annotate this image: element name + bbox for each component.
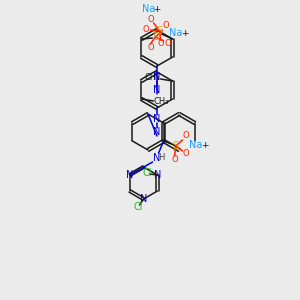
Text: +: + — [201, 140, 208, 149]
Text: O: O — [162, 22, 169, 31]
Text: Na: Na — [189, 140, 202, 150]
Text: S: S — [157, 26, 163, 36]
Text: O: O — [157, 40, 164, 49]
Text: N: N — [153, 72, 161, 82]
Text: O: O — [142, 26, 149, 34]
Text: N: N — [153, 85, 161, 95]
Text: N: N — [153, 127, 161, 137]
Text: S: S — [152, 32, 158, 42]
Text: O: O — [182, 149, 189, 158]
Text: +: + — [181, 28, 188, 38]
Text: CH₃: CH₃ — [145, 74, 160, 82]
Text: Na: Na — [142, 4, 155, 14]
Text: Cl: Cl — [143, 168, 152, 178]
Text: H: H — [158, 154, 165, 163]
Text: N: N — [153, 153, 160, 163]
Text: N: N — [153, 114, 161, 124]
Text: N: N — [126, 170, 134, 180]
Text: +: + — [152, 4, 162, 14]
Text: Na: Na — [169, 28, 182, 38]
Text: CH₃: CH₃ — [154, 97, 169, 106]
Text: N: N — [140, 194, 147, 204]
Text: S: S — [172, 141, 179, 151]
Text: Cl: Cl — [134, 202, 143, 212]
Text: N: N — [154, 170, 161, 180]
Text: O: O — [147, 44, 154, 52]
Text: O: O — [147, 14, 154, 23]
Text: O: O — [182, 131, 189, 140]
Text: O: O — [171, 155, 178, 164]
Text: O: O — [164, 40, 171, 49]
